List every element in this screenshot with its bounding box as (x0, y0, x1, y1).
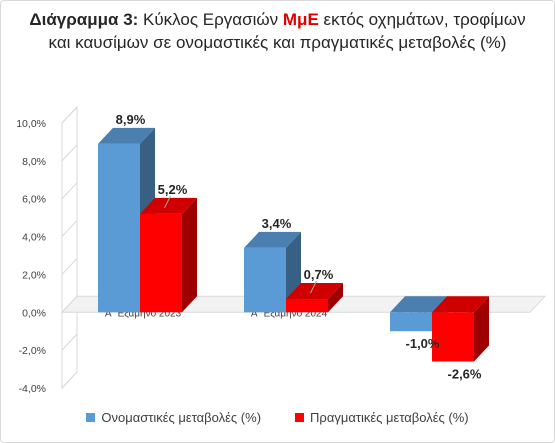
y-gridline (61, 220, 78, 237)
legend-swatch-nominal (86, 413, 96, 422)
y-tick-label: -4,0% (19, 383, 46, 395)
y-tick-label: 4,0% (22, 232, 46, 244)
y-gridline (61, 182, 78, 200)
bar-nominal-1 (244, 247, 286, 313)
data-label-real-2: -2,6% (448, 367, 482, 382)
legend-swatch-real (295, 413, 305, 422)
data-label-nominal-0: 8,9% (116, 112, 146, 127)
bar-nominal-2 (390, 312, 432, 332)
legend-label-nominal: Ονομαστικές μεταβολές (%) (101, 410, 262, 425)
bar-real-2 (432, 312, 474, 362)
chart-title: Διάγραμμα 3: Κύκλος Εργασιών ΜμΕ εκτός ο… (20, 8, 535, 54)
bar-real-1-side (328, 283, 343, 313)
chart-title-prefix: Διάγραμμα 3: (29, 10, 139, 29)
chart-legend: Ονομαστικές μεταβολές (%) Πραγματικές με… (0, 410, 555, 425)
bar-real-0 (140, 213, 182, 313)
data-label-real-1: 0,7% (304, 267, 334, 282)
y-tick-label: 6,0% (22, 194, 46, 206)
chart-title-text-2: εκτός οχημάτων, τροφίμων και καυσίμων σε… (48, 10, 526, 52)
y-tick-label: 0,0% (22, 307, 46, 319)
y-gridline (61, 258, 78, 275)
bar-nominal-0 (98, 143, 140, 313)
chart-title-text-1: Κύκλος Εργασιών (138, 10, 283, 29)
y-tick-label: 2,0% (22, 269, 46, 281)
data-label-nominal-1: 3,4% (262, 216, 292, 231)
bar-real-1 (286, 299, 328, 313)
y-tick-label: -2,0% (19, 345, 46, 357)
leader-line (310, 280, 317, 294)
data-label-nominal-2: -1,0% (406, 336, 440, 351)
bar-nominal-2-top (390, 296, 447, 313)
y-gridline (61, 144, 78, 162)
bar-real-0-top (140, 197, 197, 214)
y-gridline (61, 333, 78, 351)
y-gridline (61, 106, 78, 124)
bar-nominal-0-top (98, 127, 155, 144)
bar-real-2-side (474, 296, 489, 362)
leader-line (164, 195, 171, 209)
data-label-real-0: 5,2% (158, 182, 188, 197)
legend-label-real: Πραγματικές μεταβολές (%) (310, 410, 469, 425)
chart-title-accent: ΜμΕ (282, 10, 319, 29)
y-tick-label: 8,0% (22, 156, 46, 168)
chart-back-wall (61, 105, 78, 390)
bar-real-0-side (182, 197, 197, 313)
legend-item-real: Πραγματικές μεταβολές (%) (295, 410, 469, 425)
y-gridline (61, 371, 78, 389)
y-gridline (61, 295, 78, 313)
bar-nominal-1-top (244, 231, 301, 248)
bar-real-2-top (432, 296, 489, 313)
y-tick-label: 10,0% (16, 118, 46, 130)
bar-real-1-top (286, 283, 343, 300)
legend-item-nominal: Ονομαστικές μεταβολές (%) (86, 410, 261, 425)
